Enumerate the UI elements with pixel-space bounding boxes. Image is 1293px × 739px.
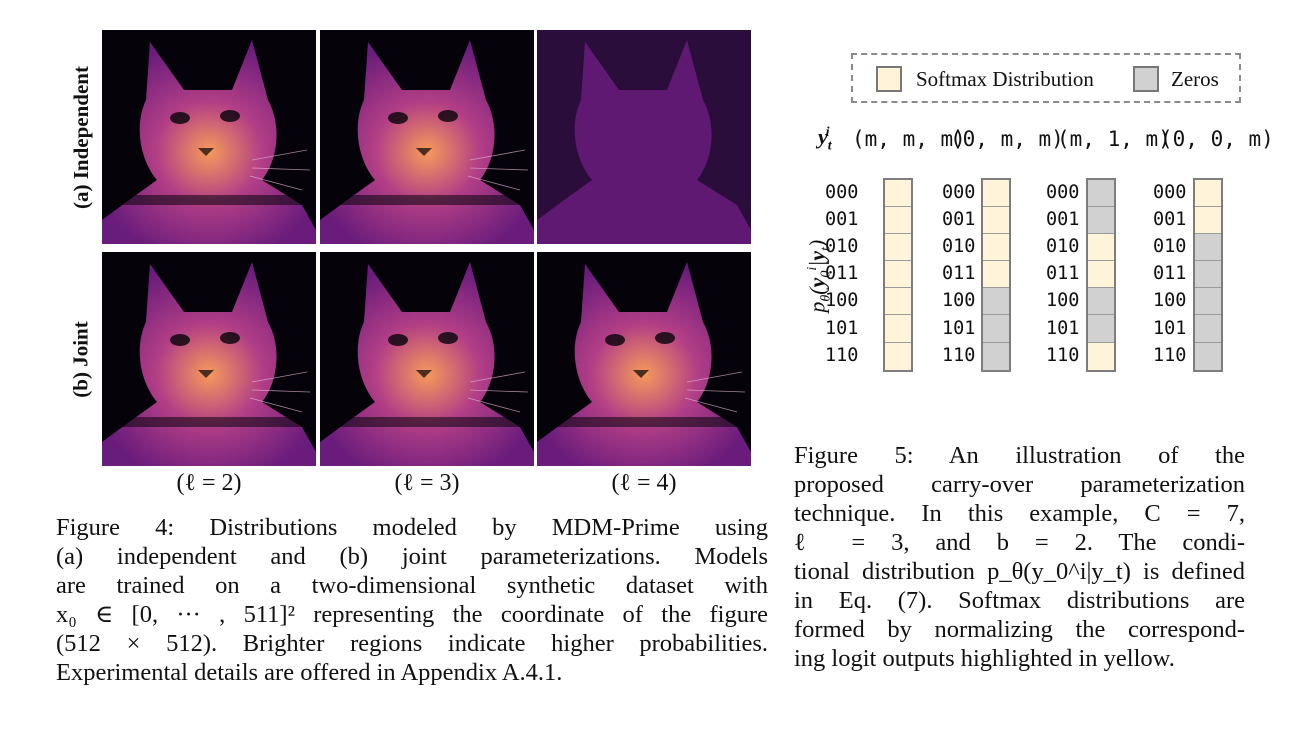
- caption-line: Figure 5: An illustration of the: [794, 442, 1245, 469]
- zeros-cell: [1195, 234, 1221, 262]
- softmax-cell: [1195, 180, 1221, 208]
- zeros-cell: [1088, 288, 1114, 316]
- figure-4: (a) Independent (b) Joint (ℓ = 2) (ℓ = 3…: [56, 30, 768, 687]
- bin-label: 101: [825, 317, 859, 339]
- legend-softmax-label: Softmax Distribution: [916, 67, 1094, 91]
- legend: Softmax Distribution Zeros: [851, 53, 1241, 103]
- column-header: (0, 0, m): [1160, 127, 1274, 151]
- bin-label: 011: [1153, 263, 1187, 285]
- figure-5-caption: Figure 5: An illustration of the propose…: [794, 441, 1245, 673]
- softmax-cell: [983, 234, 1009, 262]
- zeros-swatch: [1133, 66, 1159, 92]
- zeros-cell: [983, 315, 1009, 343]
- col-label-l4: (ℓ = 4): [611, 470, 677, 496]
- yt-label: yti: [818, 124, 832, 154]
- softmax-cell: [1195, 207, 1221, 235]
- softmax-cell: [885, 315, 911, 343]
- legend-zeros-label: Zeros: [1171, 67, 1219, 91]
- bin-label: 100: [825, 290, 859, 312]
- zeros-cell: [1195, 315, 1221, 343]
- bin-label: 100: [1046, 290, 1080, 312]
- zeros-cell: [983, 288, 1009, 316]
- zeros-cell: [1088, 180, 1114, 208]
- bin-label: 101: [1153, 317, 1187, 339]
- bin-label: 000: [1046, 182, 1080, 203]
- density-panel: [537, 252, 751, 466]
- softmax-cell: [983, 207, 1009, 235]
- zeros-cell: [1195, 342, 1221, 370]
- distribution-bar: [1086, 178, 1116, 372]
- caption-line: technique. In this example, C = 7,: [794, 500, 1245, 527]
- caption-line: formed by normalizing the correspond-: [794, 616, 1245, 643]
- density-panel: [102, 30, 316, 244]
- density-panel: [102, 252, 316, 466]
- softmax-cell: [885, 234, 911, 262]
- softmax-cell: [885, 342, 911, 370]
- caption-line: proposed carry-over parameterization: [794, 471, 1245, 498]
- caption-line: (a) independent and (b) joint parameteri…: [56, 543, 768, 570]
- bin-label: 000: [1153, 182, 1187, 203]
- density-panel: [320, 30, 534, 244]
- caption-line: Experimental details are offered in Appe…: [56, 659, 563, 686]
- caption-line: ℓ = 3, and b = 2. The condi-: [794, 529, 1245, 556]
- bin-label: 001: [1153, 209, 1187, 231]
- figure-4-caption: Figure 4: Distributions modeled by MDM-P…: [56, 513, 768, 687]
- zeros-cell: [1088, 315, 1114, 343]
- column-header: (m, m, m): [852, 127, 966, 151]
- caption-line: ing logit outputs highlighted in yellow.: [794, 645, 1175, 672]
- bin-label: 101: [942, 317, 976, 339]
- caption-line: in Eq. (7). Softmax distributions are: [794, 587, 1245, 614]
- row-label-independent: (a) Independent: [68, 65, 93, 209]
- softmax-cell: [885, 288, 911, 316]
- zeros-cell: [1088, 207, 1114, 235]
- bin-label: 100: [1153, 290, 1187, 312]
- distribution-bar: [1193, 178, 1223, 372]
- zeros-cell: [1195, 261, 1221, 289]
- bin-label: 001: [825, 209, 859, 231]
- caption-line: x₀ ∈ [0, ··· , 511]² representing the co…: [56, 601, 768, 628]
- softmax-cell: [885, 261, 911, 289]
- bin-label: 100: [942, 290, 976, 312]
- caption-line: tional distribution p_θ(y_0^i|y_t) is de…: [794, 558, 1245, 585]
- bin-label: 010: [942, 236, 976, 258]
- zeros-cell: [1195, 288, 1221, 316]
- col-label-l3: (ℓ = 3): [394, 470, 460, 496]
- zeros-cell: [983, 342, 1009, 370]
- softmax-cell: [1088, 342, 1114, 370]
- bin-label: 010: [1046, 236, 1080, 258]
- bin-label: 010: [825, 236, 859, 258]
- bin-label: 001: [942, 209, 976, 231]
- bin-label: 011: [1046, 263, 1080, 285]
- distribution-bar: [981, 178, 1011, 372]
- bin-label: 101: [1046, 317, 1080, 339]
- bin-label: 000: [942, 182, 976, 203]
- distribution-bar: [883, 178, 913, 372]
- bin-label: 001: [1046, 209, 1080, 231]
- softmax-cell: [1088, 261, 1114, 289]
- bin-label: 010: [1153, 236, 1187, 258]
- softmax-cell: [885, 207, 911, 235]
- bin-label: 011: [942, 263, 976, 285]
- caption-line: Figure 4: Distributions modeled by MDM-P…: [56, 514, 768, 541]
- bin-label: 011: [825, 263, 859, 285]
- softmax-swatch: [876, 66, 902, 92]
- figure-5: Softmax Distribution Zeros yti pθ(y0i|yt…: [780, 0, 1293, 739]
- bin-label: 110: [1046, 344, 1080, 366]
- col-label-l2: (ℓ = 2): [176, 470, 242, 496]
- row-label-joint: (b) Joint: [68, 320, 93, 398]
- softmax-cell: [885, 180, 911, 208]
- softmax-cell: [983, 180, 1009, 208]
- bin-label: 110: [942, 344, 976, 366]
- bin-label: 110: [825, 344, 859, 366]
- density-panel: [320, 252, 534, 466]
- column-header: (m, 1, m): [1057, 127, 1171, 151]
- softmax-cell: [1088, 234, 1114, 262]
- bin-label: 110: [1153, 344, 1187, 366]
- column-header: (0, m, m): [950, 127, 1064, 151]
- softmax-cell: [983, 261, 1009, 289]
- caption-line: (512 × 512). Brighter regions indicate h…: [56, 630, 768, 657]
- density-panel: [537, 30, 751, 244]
- bin-label: 000: [825, 182, 859, 203]
- caption-line: are trained on a two-dimensional synthet…: [56, 572, 768, 599]
